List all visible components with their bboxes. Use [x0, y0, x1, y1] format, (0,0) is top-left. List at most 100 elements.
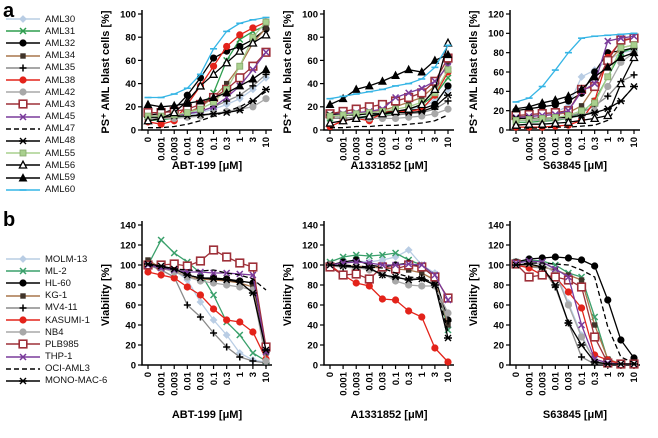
- series-AML47: [148, 91, 267, 129]
- y-tick-label: 100: [120, 9, 136, 20]
- series-marker-icon: [6, 15, 40, 24]
- legend-label: OCI-AML3: [45, 363, 90, 375]
- panel-b-legend: MOLM-13 ML-2 HL-60 KG-1 MV4-11 KASUMI-1 NB4 PLB…: [5, 253, 107, 387]
- x-tick-label: 0.001: [156, 371, 167, 395]
- series-marker-icon: [6, 292, 40, 299]
- series-marker-icon: [6, 353, 40, 361]
- legend-label: AML56: [45, 159, 76, 171]
- series-marker-icon: [6, 368, 40, 370]
- y-tick-label: 20: [493, 340, 504, 351]
- chart-ps-a1331852: 0 20 40 60 80 100 0 0.001 0.003 0.01 0.03 0.1 0.3 1 3 1…: [278, 2, 464, 180]
- series-AML59: [143, 64, 271, 111]
- series-AML56: [325, 37, 453, 127]
- x-tick-label: 0.003: [351, 137, 362, 161]
- y-tick-label: 0: [131, 125, 136, 136]
- legend-label: KASUMI-1: [45, 314, 90, 326]
- x-tick-label: 0.01: [365, 136, 376, 155]
- legend-item-AML32: AML32: [5, 37, 75, 49]
- series-marker-icon: [6, 279, 40, 288]
- legend-item-AML59: AML59: [5, 171, 75, 183]
- legend-item-KASUMI-1: KASUMI-1: [5, 314, 107, 326]
- y-tick-label: 120: [488, 240, 504, 251]
- legend-item-OCI-AML3: OCI-AML3: [5, 363, 107, 375]
- legend-label: PLB985: [45, 338, 79, 350]
- y-tick-label: 60: [307, 56, 318, 67]
- legend-item-ML-2: ML-2: [5, 265, 107, 277]
- x-tick-label: 1: [603, 371, 614, 377]
- series-marker-icon: [6, 52, 40, 59]
- y-tick-label: 20: [125, 102, 136, 113]
- series-marker-icon: [6, 316, 40, 324]
- legend-label: MOLM-13: [45, 253, 88, 265]
- series-marker-icon: [6, 27, 40, 35]
- panel-a-label: a: [3, 0, 15, 22]
- series-marker-icon: [6, 99, 40, 110]
- y-tick-label: 40: [125, 320, 136, 331]
- series-AML59: [325, 49, 453, 108]
- chart-viability-abt199: 0 20 40 60 80 100 120 140 0 0.001 0.003 0.01 0.03 0.1…: [96, 212, 282, 428]
- legend-item-NB4: NB4: [5, 326, 107, 338]
- x-tick-label: 10: [629, 137, 640, 148]
- legend-label: AML45: [45, 111, 76, 123]
- x-tick-label: 1: [417, 371, 428, 377]
- y-tick-label: 80: [307, 280, 318, 291]
- x-tick-label: 0.3: [404, 137, 415, 150]
- y-tick-label: 20: [307, 102, 318, 113]
- legend-item-THP-1: THP-1: [5, 351, 107, 363]
- legend-label: NB4: [45, 326, 64, 338]
- legend-label: AML47: [45, 123, 76, 135]
- x-tick-label: 0.03: [378, 137, 389, 156]
- legend-label: KG-1: [45, 290, 68, 302]
- series-marker-icon: [6, 339, 40, 350]
- x-tick-label: 0.1: [391, 371, 402, 385]
- y-tick-label: 100: [488, 260, 504, 271]
- legend-label: MONO-MAC-6: [45, 375, 108, 387]
- x-axis-label: S63845 [μM]: [543, 160, 608, 172]
- x-tick-label: 0.001: [338, 371, 349, 395]
- x-tick-label: 0.3: [222, 137, 233, 150]
- x-tick-label: 0.3: [590, 372, 601, 385]
- chart-viability-a1331852: 0 20 40 60 80 100 120 140 0 0.001 0.003 0.01 0.03 0.1…: [278, 212, 464, 428]
- series-marker-icon: [6, 76, 40, 84]
- legend-item-AML60: AML60: [5, 184, 75, 196]
- x-tick-label: 3: [248, 372, 259, 377]
- legend-label: AML38: [45, 74, 76, 86]
- series-marker-icon: [6, 137, 40, 145]
- y-tick-label: 60: [493, 67, 504, 78]
- x-tick-label: 0.003: [537, 137, 548, 161]
- x-tick-label: 10: [443, 137, 454, 148]
- x-tick-label: 3: [248, 137, 259, 142]
- legend-item-AML45: AML45: [5, 111, 75, 123]
- legend-label: AML48: [45, 135, 76, 147]
- series-MONO-MAC-6: [326, 261, 452, 342]
- x-tick-label: 0.003: [537, 372, 548, 396]
- x-axis-label: A1331852 [μM]: [350, 409, 427, 421]
- x-tick-label: 0: [511, 137, 522, 142]
- x-tick-label: 0: [325, 372, 336, 377]
- x-tick-label: 1: [235, 371, 246, 377]
- series-marker-icon: [6, 328, 40, 336]
- series-marker-icon: [6, 377, 40, 385]
- legend-item-AML47: AML47: [5, 123, 75, 135]
- legend-item-KG-1: KG-1: [5, 290, 107, 302]
- series-marker-icon: [6, 149, 40, 157]
- legend-item-PLB985: PLB985: [5, 338, 107, 350]
- y-tick-label: 20: [125, 340, 136, 351]
- x-tick-label: 0.01: [183, 371, 194, 390]
- y-tick-label: 80: [125, 33, 136, 44]
- series-THP-1: [326, 258, 452, 304]
- y-tick-label: 120: [302, 240, 318, 251]
- y-tick-label: 140: [488, 220, 504, 231]
- series-PLB985: [143, 245, 271, 352]
- series-AML47: [330, 114, 449, 129]
- y-axis-label: Viability [%]: [282, 264, 294, 326]
- x-tick-label: 0: [143, 137, 154, 142]
- x-axis-label: ABT-199 [μM]: [172, 160, 243, 172]
- series-marker-icon: [6, 113, 40, 121]
- series-MONO-MAC-6: [512, 260, 638, 368]
- y-tick-label: 20: [307, 340, 318, 351]
- y-tick-label: 40: [307, 79, 318, 90]
- x-tick-label: 0.01: [551, 136, 562, 155]
